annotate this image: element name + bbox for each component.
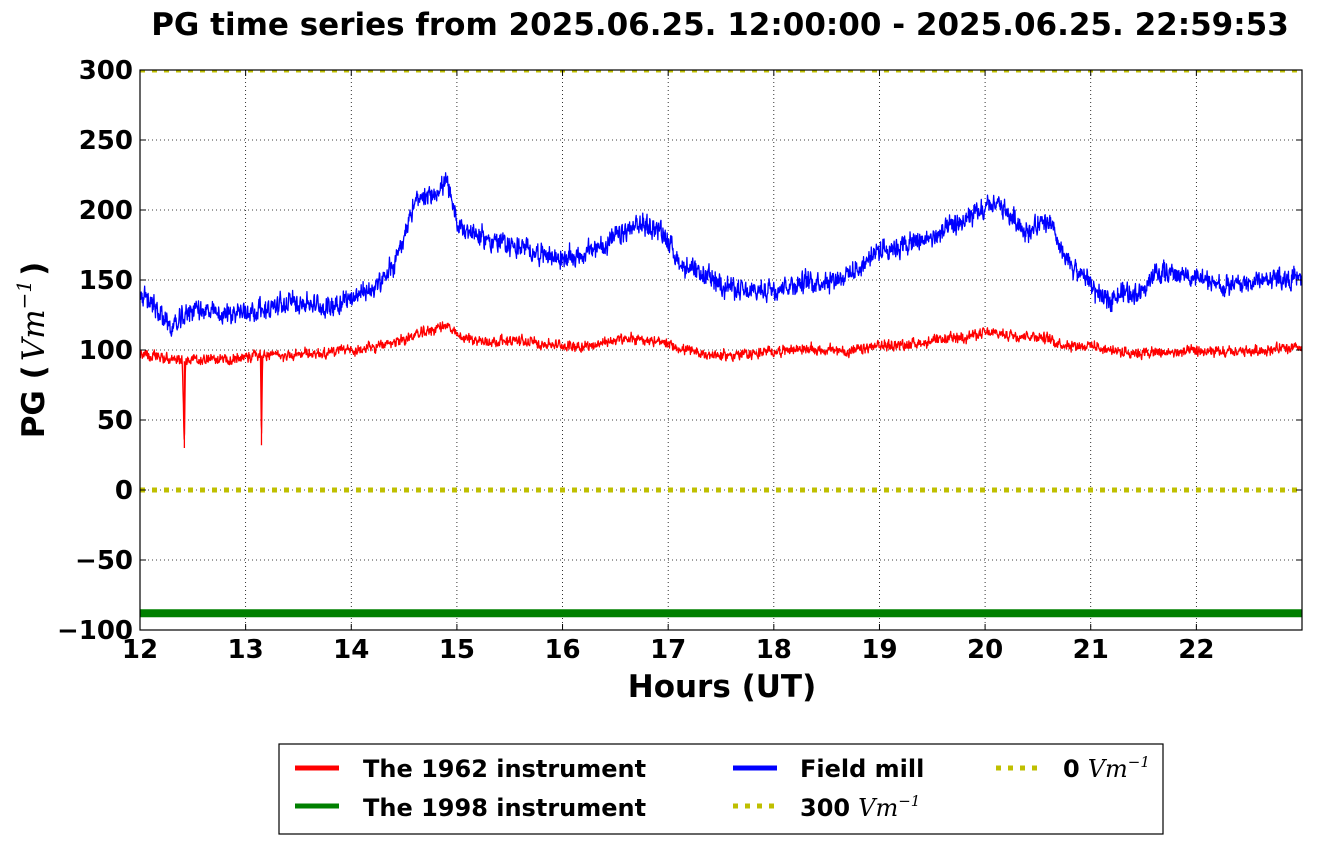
series-line-0 <box>140 321 1302 448</box>
x-tick-label-0: 12 <box>122 635 158 665</box>
legend-label-300-line: 300 Vm−1 <box>800 792 920 822</box>
x-tick-label-10: 22 <box>1178 635 1214 665</box>
y-tick-label-0: 300 <box>79 56 133 86</box>
y-tick-label-7: −50 <box>75 546 133 576</box>
y-tick-label-3: 150 <box>79 266 133 296</box>
y-axis-label-unit: Vm <box>16 309 52 361</box>
y-axis-label-suffix: ) <box>16 262 52 276</box>
x-tick-label-7: 19 <box>861 635 897 665</box>
y-axis-label-prefix: PG ( <box>16 365 52 438</box>
x-tick-label-6: 18 <box>756 635 792 665</box>
axis-ticks: 12 13 14 15 16 17 18 19 20 21 22 300 250 200 150 100 50 0… <box>57 56 1302 665</box>
legend-label-0-value: 0 <box>1063 755 1080 783</box>
y-axis-label-exponent: −1 <box>12 280 36 309</box>
chart-title: PG time series from 2025.06.25. 12:00:00… <box>151 7 1289 43</box>
x-tick-label-1: 13 <box>228 635 264 665</box>
y-tick-label-8: −100 <box>57 616 133 646</box>
series-line-2 <box>140 172 1302 337</box>
legend-label-0-line: 0 Vm−1 <box>1063 753 1150 783</box>
x-tick-label-9: 21 <box>1073 635 1109 665</box>
x-tick-label-2: 14 <box>333 635 369 665</box>
legend-label-1998-instrument: The 1998 instrument <box>363 794 646 822</box>
y-tick-label-4: 100 <box>79 336 133 366</box>
y-tick-label-5: 50 <box>97 406 133 436</box>
legend: The 1962 instrument The 1998 instrument … <box>278 743 1164 835</box>
legend-label-1962-instrument: The 1962 instrument <box>363 755 646 783</box>
y-tick-label-6: 0 <box>115 476 133 506</box>
x-tick-label-5: 17 <box>650 635 686 665</box>
x-tick-label-8: 20 <box>967 635 1003 665</box>
y-axis-label: PG ( Vm−1) <box>12 262 52 439</box>
legend-box <box>278 743 1164 835</box>
x-tick-label-3: 15 <box>439 635 475 665</box>
y-tick-label-2: 200 <box>79 196 133 226</box>
series-layer <box>140 70 1302 618</box>
svg-text:PG (Vm−1): PG ( Vm−1) <box>12 262 52 439</box>
y-tick-label-1: 250 <box>79 126 133 156</box>
x-tick-label-4: 16 <box>544 635 580 665</box>
legend-label-field-mill: Field mill <box>800 755 924 783</box>
x-axis-label: Hours (UT) <box>628 669 817 705</box>
legend-label-300-value: 300 <box>800 794 850 822</box>
